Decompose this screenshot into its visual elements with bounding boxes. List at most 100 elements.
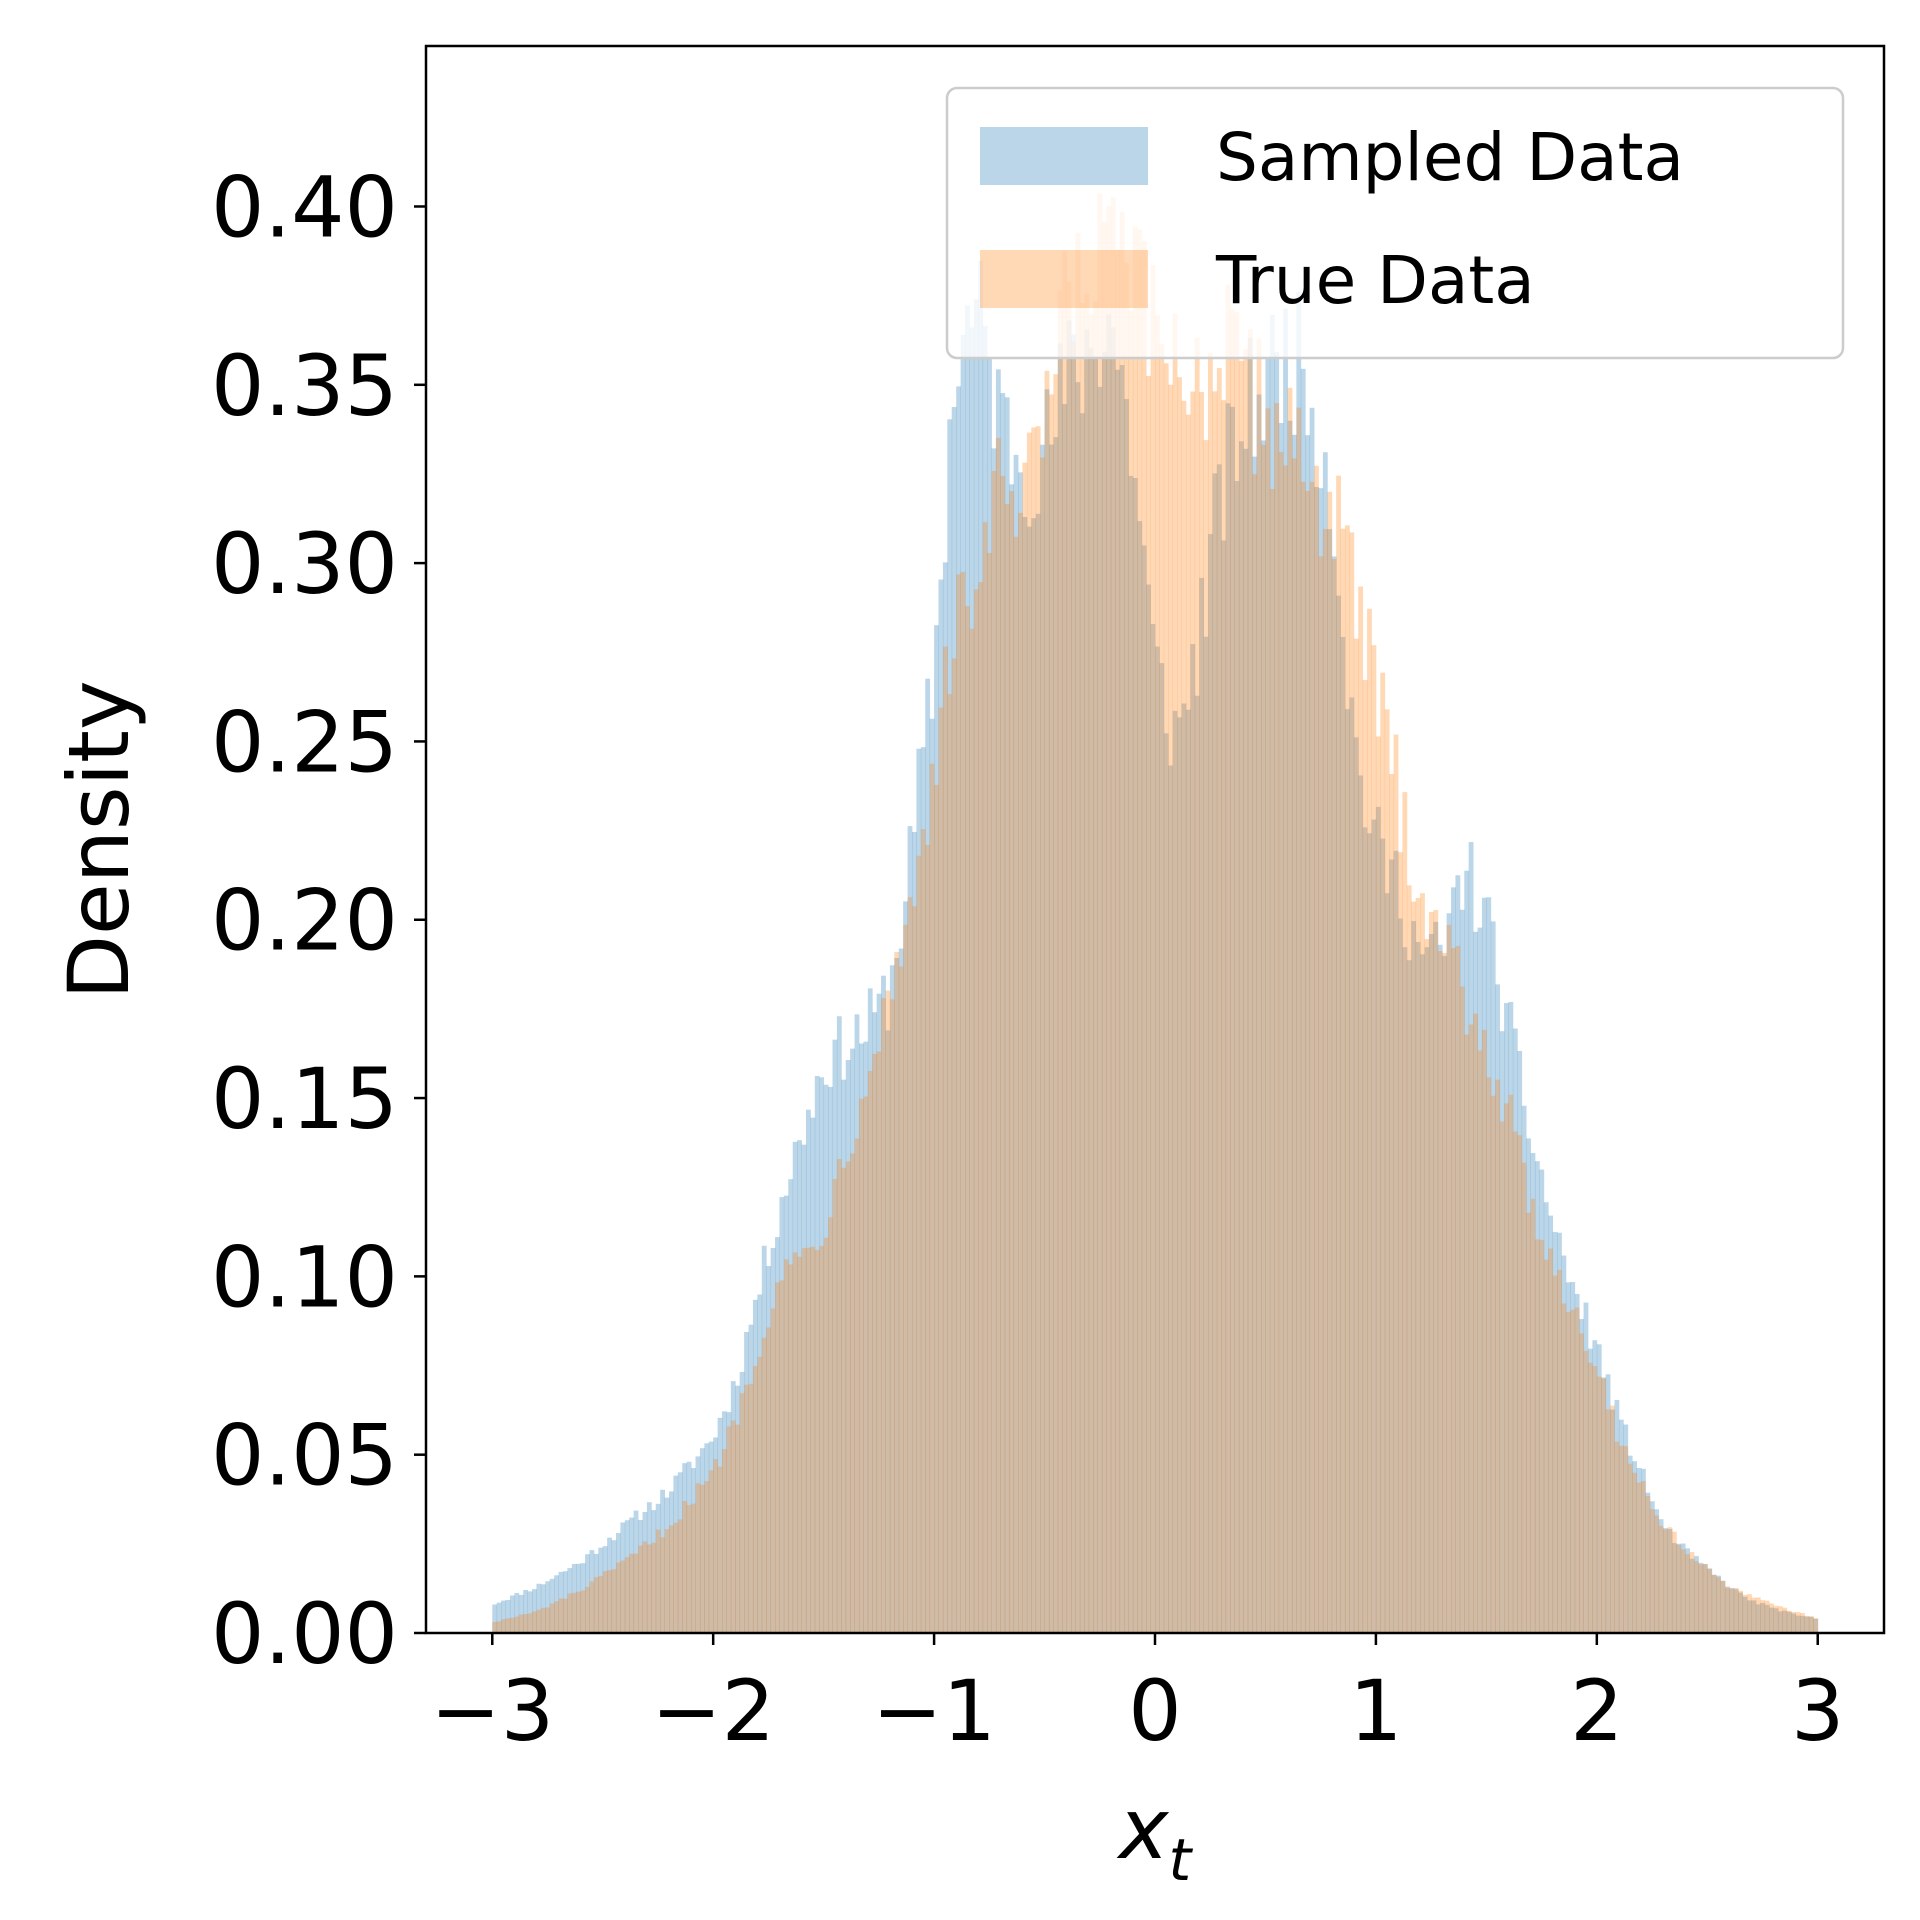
sampled-data-bar — [1079, 413, 1085, 1633]
true-data-bar — [1424, 939, 1430, 1633]
sampled-data-bar — [629, 1517, 635, 1633]
true-data-bar — [1747, 1594, 1752, 1633]
sampled-data-bar — [1415, 942, 1421, 1633]
sampled-data-bar — [1747, 1600, 1752, 1633]
sampled-data-bar — [1791, 1613, 1797, 1633]
sampled-data-bar — [1618, 1419, 1624, 1633]
sampled-data-bar — [872, 1012, 878, 1633]
true-data-bar — [1539, 1239, 1545, 1633]
sampled-data-bar — [1044, 389, 1050, 1634]
true-data-bar — [1557, 1269, 1562, 1633]
true-data-bar — [540, 1607, 546, 1633]
true-data-bar — [492, 1622, 498, 1633]
sampled-data-bar — [1132, 478, 1138, 1633]
sampled-data-bar — [969, 327, 975, 1633]
true-data-bar — [532, 1611, 537, 1633]
true-data-bar — [1724, 1586, 1730, 1633]
sampled-data-bar — [1495, 984, 1501, 1633]
true-data-bar — [1177, 377, 1182, 1634]
true-data-bar — [1035, 426, 1041, 1633]
true-data-bar — [1468, 1024, 1474, 1633]
true-data-bar — [580, 1590, 586, 1633]
sampled-data-bar — [646, 1502, 652, 1633]
sampled-data-bar — [1106, 314, 1112, 1633]
true-data-bar — [1101, 221, 1107, 1633]
sampled-data-bar — [1623, 1424, 1629, 1633]
true-data-bar — [695, 1483, 701, 1633]
true-data-bar — [496, 1621, 502, 1633]
true-data-bar — [642, 1541, 648, 1633]
sampled-data-bar — [1234, 481, 1240, 1633]
sampled-data-bar — [549, 1578, 555, 1633]
true-data-bar — [1636, 1482, 1642, 1633]
sampled-data-bar — [1521, 1105, 1527, 1633]
true-data-bar — [819, 1245, 825, 1633]
true-data-bar — [995, 437, 1001, 1633]
sampled-data-bar — [726, 1412, 732, 1633]
true-data-bar — [1565, 1311, 1571, 1633]
sampled-data-bar — [1733, 1589, 1739, 1633]
true-data-bar — [1314, 465, 1319, 1633]
true-data-bar — [1773, 1605, 1779, 1633]
true-data-bar — [947, 694, 953, 1633]
true-data-bar — [1495, 1079, 1501, 1633]
sampled-data-bar — [947, 419, 953, 1633]
sampled-data-bar — [1698, 1562, 1704, 1633]
sampled-data-bar — [942, 562, 948, 1633]
true-data-bar — [1124, 263, 1129, 1633]
true-data-bar — [1526, 1212, 1531, 1633]
sampled-data-bar — [1490, 921, 1496, 1633]
sampled-data-bar — [1468, 842, 1474, 1633]
sampled-data-bar — [1291, 434, 1297, 1633]
true-data-bar — [841, 1167, 847, 1633]
sampled-data-bar — [1543, 1202, 1549, 1633]
sampled-data-bar — [598, 1547, 604, 1633]
sampled-data-bar — [889, 965, 895, 1633]
true-data-bar — [885, 990, 891, 1633]
sampled-data-bar — [916, 748, 922, 1633]
true-data-bar — [505, 1618, 511, 1633]
true-data-bar — [1428, 911, 1434, 1633]
true-data-bar — [828, 1217, 833, 1633]
sampled-data-bar — [620, 1522, 626, 1633]
sampled-data-bar — [1035, 513, 1041, 1633]
sampled-data-bar — [558, 1571, 564, 1633]
sampled-data-bar — [1596, 1344, 1602, 1633]
true-data-bar — [779, 1280, 785, 1633]
sampled-data-bar — [1088, 347, 1094, 1633]
true-data-bar — [1004, 504, 1010, 1633]
legend-frame — [945, 86, 1845, 360]
sampled-data-bar — [1658, 1519, 1664, 1633]
true-data-bar — [514, 1616, 520, 1633]
true-data-bar — [1106, 206, 1112, 1633]
sampled-data-bar — [523, 1590, 529, 1633]
true-data-bar — [1751, 1597, 1757, 1633]
sampled-data-bar — [1185, 709, 1191, 1633]
true-data-bar — [1694, 1561, 1699, 1633]
true-data-bar — [805, 1247, 811, 1633]
x-axis-label-main: x — [1116, 1780, 1170, 1878]
true-data-bar — [1031, 427, 1037, 1633]
true-data-bar — [1548, 1248, 1554, 1633]
true-data-bar — [942, 646, 948, 1633]
true-data-bar — [876, 1051, 882, 1633]
sampled-data-bar — [836, 1016, 842, 1633]
true-data-bar — [629, 1553, 635, 1633]
true-data-bar — [1216, 368, 1222, 1633]
true-data-bar — [1305, 490, 1311, 1634]
sampled-data-bar — [1393, 850, 1399, 1633]
sampled-data-bar — [1477, 927, 1483, 1633]
true-data-bar — [686, 1504, 692, 1633]
sampled-data-bar — [1663, 1528, 1668, 1633]
sampled-data-bar — [1230, 406, 1235, 1633]
true-data-bar — [1671, 1531, 1677, 1633]
true-data-bar — [1534, 1239, 1540, 1633]
sampled-data-bar — [722, 1411, 727, 1633]
sampled-data-bar — [1362, 827, 1368, 1633]
sampled-data-bar — [978, 260, 984, 1633]
sampled-data-bar — [1208, 534, 1213, 1633]
true-data-bar — [1234, 311, 1240, 1633]
sampled-data-bar — [1177, 717, 1182, 1633]
true-data-bar — [1026, 432, 1032, 1633]
true-data-bar — [1658, 1525, 1664, 1633]
